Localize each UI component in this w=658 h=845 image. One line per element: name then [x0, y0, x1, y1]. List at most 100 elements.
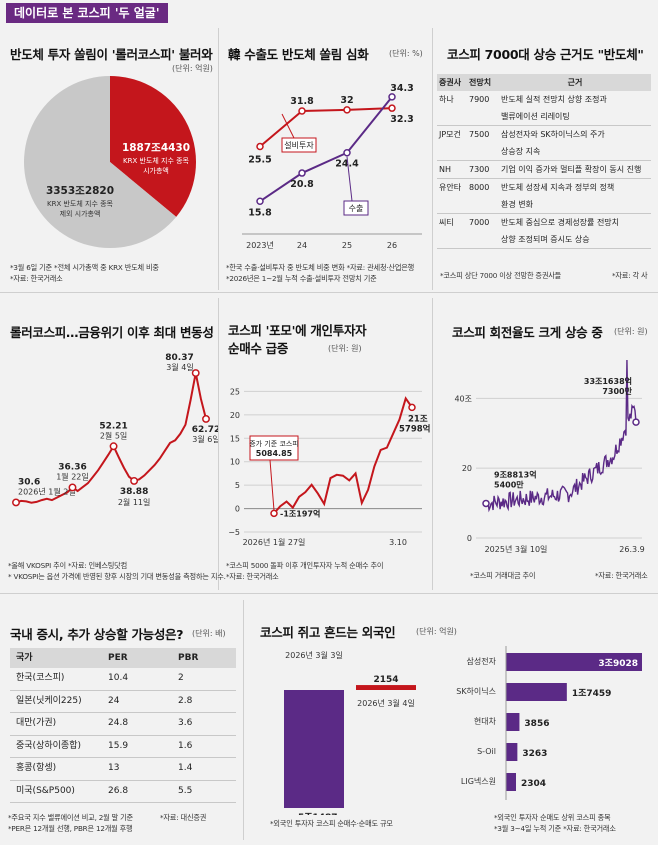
y-tick-label: 20	[462, 464, 472, 473]
data-label: 5798억	[399, 423, 430, 434]
bar-mar-3	[284, 690, 344, 808]
data-point	[388, 93, 396, 101]
bar-value-label: 1조7459	[572, 688, 612, 699]
data-label: 9조8813억	[494, 469, 537, 479]
valuation-note-2: *PER은 12개월 선행, PBR은 12개월 후행	[8, 824, 133, 833]
data-point	[270, 509, 278, 518]
x-tick-label: 3.10	[389, 538, 407, 547]
vkospi-note-2: * VKOSPI는 옵션 가격에 반영된 향후 시장의 기대 변동성을 측정하는…	[8, 572, 226, 581]
data-label: 20.8	[290, 179, 314, 190]
valuation-table: 국가 PER PBR 한국(코스피) 10.4 2 일본(닛케이225) 24 2.8 대만…	[10, 648, 236, 803]
legend-label: 설비투자	[284, 140, 314, 150]
bar-3	[506, 743, 518, 761]
date-label: 1월 22일	[56, 471, 89, 481]
per-cell: 24	[102, 690, 172, 713]
date-label: 2026년 1월 2일	[18, 486, 76, 496]
table-row: 홍콩(항셍) 13 1.4	[10, 757, 236, 781]
data-point	[388, 104, 396, 112]
pbr-cell: 1.4	[172, 757, 236, 781]
slice-value-label: 3353조2820	[46, 185, 114, 197]
data-point	[256, 142, 264, 151]
date-label: 3월 6일	[192, 434, 218, 444]
data-point	[12, 498, 20, 507]
pie-slice-1	[23, 76, 177, 248]
category-label: 현대차	[474, 717, 497, 726]
data-label: 5400만	[494, 479, 524, 489]
valuation-source: *자료: 대신증권	[160, 813, 207, 822]
page-title: 데이터로 본 코스피 '두 얼굴'	[6, 3, 168, 23]
slice-label: KRX 반도체 지수 종목	[123, 156, 190, 165]
per-cell: 26.8	[102, 780, 172, 803]
data-label: 15.8	[248, 207, 272, 218]
slice-label: 시가총액	[143, 166, 169, 175]
bar-value-label: 3263	[522, 749, 547, 759]
data-point	[298, 169, 306, 177]
pbr-cell: 1.6	[172, 735, 236, 758]
target-cell: 8000	[469, 183, 490, 192]
country-cell: 일본(닛케이225)	[10, 690, 102, 713]
category-label: SK하이닉스	[456, 686, 496, 696]
pbr-cell: 5.5	[172, 780, 236, 803]
legend-pointer	[281, 113, 295, 139]
data-label: 30.6	[18, 477, 40, 487]
data-point	[130, 476, 139, 485]
country-cell: 미국(S&P500)	[10, 780, 102, 803]
table-row: 미국(S&P500) 26.8 5.5	[10, 780, 236, 803]
target-cell: 7500	[469, 130, 490, 139]
foreign-sell-note-2: *3월 3~4일 누적 기준 *자료: 한국거래소	[494, 824, 616, 833]
annotation-title: 증가 기준 코스피	[249, 439, 299, 448]
data-point	[298, 107, 306, 115]
data-label: 32.3	[390, 114, 413, 125]
y-tick-label: 20	[230, 411, 240, 420]
data-point	[202, 414, 210, 423]
data-label: 25.5	[248, 155, 271, 166]
data-point	[408, 403, 416, 412]
data-label: 36.36	[58, 462, 86, 472]
data-label: 32	[340, 95, 353, 106]
target-cell: 7000	[469, 218, 490, 227]
pie-note: *3월 6일 기준 *전체 시가총액 중 KRX 반도체 비중	[10, 263, 159, 272]
foreign-sell-note: *외국인 투자자 순매도 상위 코스피 종목	[494, 813, 611, 822]
country-cell: 홍콩(항셍)	[10, 757, 102, 781]
annotation-value: 5084.85	[256, 449, 293, 458]
valuation-unit: (단위: 배)	[192, 629, 226, 638]
data-label: -1조197억	[280, 508, 320, 518]
legend-label: 수출	[349, 203, 364, 213]
reason-line-1: 반도체 성장세 지속과 정부의 정책	[501, 183, 615, 192]
valuation-table-title: 국내 증시, 추가 상승할 가능성은?	[10, 627, 184, 642]
reason-line-1: 반도체 실적 전망치 상향 조정과	[501, 95, 607, 104]
firm-cell: 씨티	[439, 218, 454, 227]
col-header-reason: 근거	[499, 74, 651, 91]
date-label: 2월 11일	[118, 497, 151, 507]
category-label: 2026년 3월 4일	[357, 698, 415, 708]
reason-line-1: 기업 이익 증가와 멀티플 확장이 동시 진행	[501, 165, 642, 174]
firm-cell: JP모건	[439, 130, 461, 139]
y-tick-label: 25	[230, 387, 240, 396]
reason-line-1: 삼성전자와 SK하이닉스의 주가	[501, 130, 605, 139]
table-row: 일본(닛케이225) 24 2.8	[10, 690, 236, 713]
country-cell: 중국(상하이종합)	[10, 735, 102, 758]
annotation-pointer	[269, 459, 275, 511]
reason-line-2: 환경 변화	[501, 200, 533, 209]
date-label: 3월 4일	[166, 362, 193, 372]
foreign-chart-title: 코스피 쥐고 흔드는 외국인	[260, 625, 396, 640]
category-label: 삼성전자	[467, 656, 497, 666]
data-point	[191, 369, 200, 377]
data-label: 80.37	[165, 353, 193, 363]
x-tick-label: 25	[342, 241, 352, 250]
y-tick-label: 0	[235, 505, 240, 514]
y-tick-label: 40조	[454, 394, 472, 403]
slice-label: KRX 반도체 지수 종목	[47, 199, 114, 208]
data-label: 62.72	[192, 425, 218, 435]
category-label: S-Oil	[477, 747, 496, 756]
trading-value-line	[485, 359, 637, 513]
y-tick-label: 10	[230, 458, 240, 467]
legend-box	[281, 137, 317, 153]
col-header-country: 국가	[10, 648, 102, 668]
col-header-pbr: PBR	[172, 648, 236, 668]
per-cell: 10.4	[102, 668, 172, 691]
data-point	[482, 499, 490, 508]
